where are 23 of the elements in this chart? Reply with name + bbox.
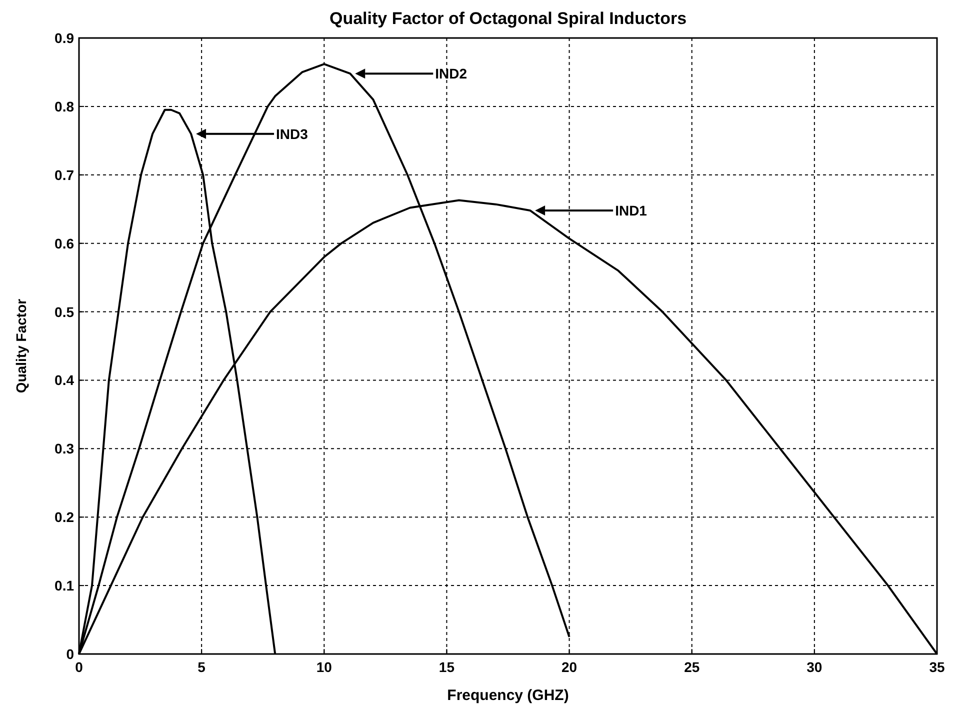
x-tick-label: 5 (198, 659, 206, 675)
y-tick-label: 0.8 (54, 98, 74, 114)
y-tick-label: 0.1 (54, 578, 74, 594)
x-tick-label: 30 (806, 659, 822, 675)
legend-label: IND2 (435, 66, 468, 82)
legend-label: IND3 (276, 126, 308, 142)
y-tick-label: 0.3 (54, 440, 74, 457)
y-axis-title: Quality Factor (13, 298, 29, 394)
y-tick-label: 0.6 (54, 235, 74, 252)
x-tick-label: 35 (929, 659, 945, 675)
x-tick-label: 10 (316, 659, 332, 675)
legend-label: IND1 (615, 202, 648, 218)
y-tick-label: 0.2 (54, 509, 74, 526)
chart-title: Quality Factor of Octagonal Spiral Inductors (329, 9, 687, 28)
y-tick-label: 0.9 (54, 30, 74, 46)
y-tick-label: 0.5 (54, 304, 74, 320)
x-tick-label: 15 (438, 659, 455, 675)
x-tick-label: 20 (561, 659, 578, 675)
y-tick-label: 0.4 (54, 372, 74, 388)
y-tick-label: 0.7 (54, 166, 74, 183)
x-tick-label: 25 (684, 659, 700, 675)
y-tick-label: 0 (66, 646, 74, 662)
x-axis-title: Frequency (GHZ) (447, 687, 569, 704)
